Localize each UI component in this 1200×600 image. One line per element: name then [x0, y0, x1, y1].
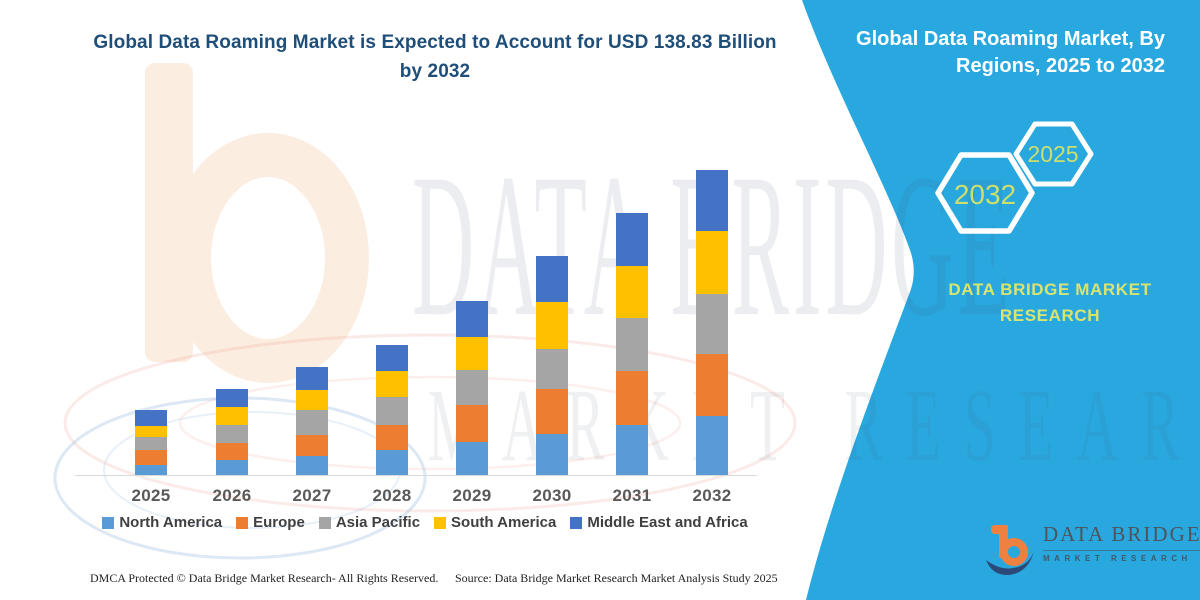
- bar-segment-2031-asia-pacific: [616, 318, 648, 372]
- company-logo-tagline: MARKET RESEARCH: [1043, 554, 1192, 563]
- chart-title-line1: Global Data Roaming Market is Expected t…: [93, 32, 777, 53]
- legend-swatch: [102, 516, 115, 529]
- bar-segment-2028-europe: [376, 425, 408, 450]
- legend-item-europe: Europe: [236, 514, 305, 531]
- legend-label: Europe: [253, 514, 305, 531]
- bar-segment-2029-south-america: [456, 337, 488, 371]
- bar-segment-2028-middle-east-and-africa: [376, 344, 408, 371]
- dmca-notice: DMCA Protected © Data Bridge Market Rese…: [90, 571, 439, 585]
- legend-swatch: [434, 516, 447, 529]
- legend-item-north-america: North America: [102, 514, 222, 531]
- side-brand-line2: RESEARCH: [999, 306, 1101, 325]
- bar-segment-2027-middle-east-and-africa: [296, 366, 328, 391]
- legend-label: Asia Pacific: [335, 514, 421, 531]
- legend-label: South America: [451, 514, 557, 531]
- bar-segment-2031-middle-east-and-africa: [616, 212, 648, 267]
- legend-label: Middle East and Africa: [587, 514, 748, 531]
- legend-item-asia-pacific: Asia Pacific: [318, 514, 421, 531]
- bar-segment-2032-south-america: [696, 231, 728, 295]
- chart-title-line2: by 2032: [399, 61, 471, 82]
- bar-segment-2030-middle-east-and-africa: [536, 256, 568, 303]
- bar-segment-2025-south-america: [135, 425, 167, 438]
- bar-segment-2025-asia-pacific: [135, 437, 167, 450]
- side-brand-line1: DATA BRIDGE MARKET: [948, 280, 1152, 299]
- bar-segment-2028-north-america: [376, 449, 408, 476]
- side-brand-text: DATA BRIDGE MARKET RESEARCH: [943, 277, 1157, 329]
- bar-segment-2026-europe: [216, 443, 248, 460]
- side-panel-title-line2: Regions, 2025 to 2032: [956, 55, 1165, 77]
- bar-segment-2032-middle-east-and-africa: [696, 170, 728, 232]
- x-axis-label-2032: 2032: [692, 486, 732, 505]
- bar-segment-2031-south-america: [616, 266, 648, 319]
- bar-segment-2028-south-america: [376, 370, 408, 397]
- chart-legend: North America Europe Asia Pacific South Ame…: [90, 514, 760, 531]
- legend-item-south-america: South America: [434, 514, 556, 531]
- hexagon-2025-label: 2025: [1027, 141, 1078, 167]
- legend-item-middle-east-and-africa: Middle East and Africa: [570, 514, 748, 531]
- x-axis-label-2030: 2030: [532, 486, 572, 505]
- watermark-b-stem: [145, 63, 193, 362]
- bar-segment-2029-europe: [456, 405, 488, 443]
- hexagon-2025: [1013, 121, 1094, 187]
- bar-segment-2027-south-america: [296, 390, 328, 411]
- legend-swatch: [236, 516, 249, 529]
- x-axis-label-2027: 2027: [292, 486, 332, 505]
- bar-segment-2027-north-america: [296, 455, 328, 476]
- legend-swatch: [318, 516, 331, 529]
- bar-segment-2027-asia-pacific: [296, 410, 328, 435]
- bar-segment-2030-north-america: [536, 434, 568, 476]
- bar-segment-2027-europe: [296, 435, 328, 456]
- x-axis-label-2028: 2028: [372, 486, 412, 505]
- bar-segment-2030-asia-pacific: [536, 348, 568, 389]
- x-axis-label-2031: 2031: [612, 486, 652, 505]
- bar-segment-2030-europe: [536, 388, 568, 435]
- bar-segment-2029-asia-pacific: [456, 370, 488, 406]
- side-panel-title-line1: Global Data Roaming Market, By: [856, 28, 1165, 50]
- company-logo-text: DATA BRIDGE MARKET RESEARCH: [1043, 522, 1200, 563]
- bar-segment-2031-north-america: [616, 425, 648, 476]
- watermark-b-bowl: [167, 133, 369, 383]
- legend-label: North America: [119, 514, 223, 531]
- bar-segment-2029-middle-east-and-africa: [456, 300, 488, 338]
- bar-segment-2030-south-america: [536, 302, 568, 349]
- company-logo-name: DATA BRIDGE: [1043, 522, 1200, 551]
- bar-segment-2029-north-america: [456, 442, 488, 476]
- bar-segment-2032-north-america: [696, 416, 728, 476]
- bar-segment-2025-north-america: [135, 464, 167, 476]
- bar-segment-2031-europe: [616, 371, 648, 426]
- bar-segment-2032-europe: [696, 353, 728, 417]
- bar-segment-2032-asia-pacific: [696, 294, 728, 354]
- bar-segment-2026-middle-east-and-africa: [216, 389, 248, 408]
- source-notice: Source: Data Bridge Market Research Mark…: [455, 571, 778, 585]
- bar-segment-2026-north-america: [216, 459, 248, 476]
- company-logo: DATA BRIDGE MARKET RESEARCH: [985, 522, 1200, 576]
- bar-segment-2025-europe: [135, 449, 167, 465]
- bar-segment-2028-asia-pacific: [376, 396, 408, 426]
- x-axis-label-2025: 2025: [131, 486, 171, 505]
- side-panel-title: Global Data Roaming Market, By Regions, …: [820, 26, 1165, 80]
- legend-swatch: [570, 516, 583, 529]
- bar-segment-2026-asia-pacific: [216, 424, 248, 444]
- bar-segment-2025-middle-east-and-africa: [135, 409, 167, 426]
- logo-b-bowl: [1000, 538, 1028, 566]
- x-axis-label-2026: 2026: [212, 486, 252, 505]
- x-axis-label-2029: 2029: [452, 486, 492, 505]
- chart-title: Global Data Roaming Market is Expected t…: [85, 28, 785, 86]
- x-axis-line: [75, 475, 757, 476]
- bar-segment-2026-south-america: [216, 407, 248, 425]
- company-logo-mark: [986, 525, 1034, 575]
